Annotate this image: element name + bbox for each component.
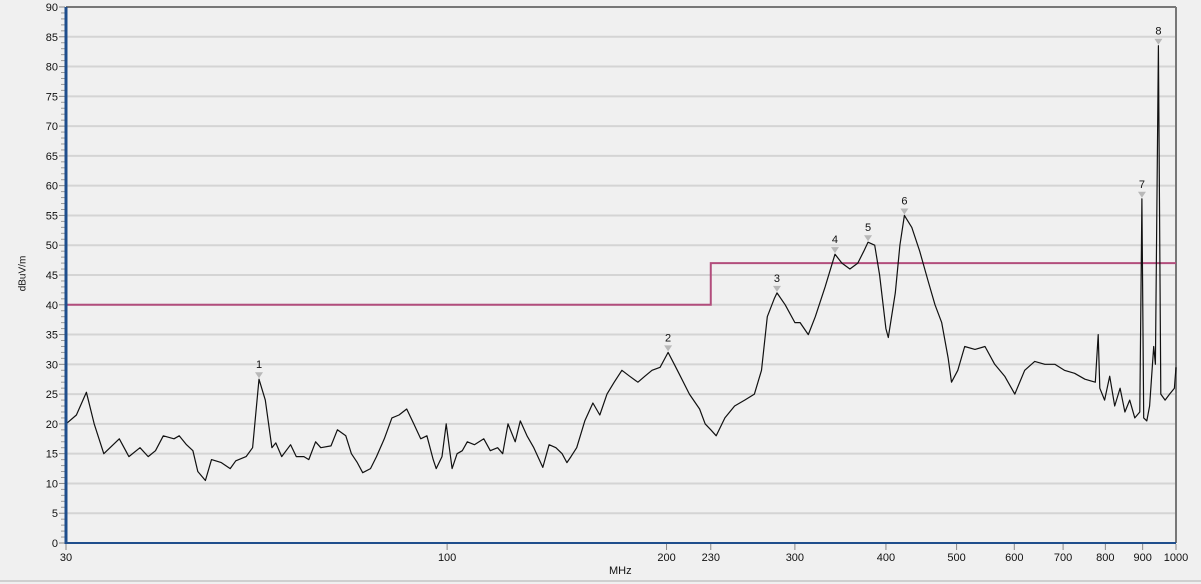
y-tick-label: 35 <box>46 330 58 342</box>
marker-3-triangle <box>772 285 781 292</box>
x-tick-label: 230 <box>702 552 720 564</box>
limit-line <box>66 262 1176 306</box>
y-tick-label: 50 <box>46 240 58 252</box>
marker-6-label: 6 <box>901 195 907 207</box>
y-tick-label: 70 <box>46 121 58 133</box>
marker-4-label: 4 <box>832 234 838 246</box>
y-tick-label: 90 <box>46 2 58 14</box>
x-tick-label: 800 <box>1096 552 1114 564</box>
marker-1-label: 1 <box>256 359 262 371</box>
marker-2-label: 2 <box>665 332 671 344</box>
y-tick-label: 0 <box>52 538 58 550</box>
x-tick-label: 900 <box>1133 552 1151 564</box>
y-tick-label: 60 <box>46 181 58 193</box>
marker-6-triangle <box>900 208 909 215</box>
marker-7-label: 7 <box>1139 179 1145 191</box>
marker-3-label: 3 <box>774 273 780 285</box>
x-tick-label: 700 <box>1054 552 1072 564</box>
y-tick-label: 25 <box>46 389 58 401</box>
y-tick-label: 80 <box>46 62 58 74</box>
x-tick-label: 30 <box>60 552 72 564</box>
x-tick-label: 500 <box>947 552 965 564</box>
y-tick-label: 15 <box>46 449 58 461</box>
y-tick-label: 85 <box>46 32 58 44</box>
y-tick-label: 45 <box>46 270 58 282</box>
y-tick-label: 40 <box>46 300 58 312</box>
y-tick-label: 10 <box>46 478 58 490</box>
marker-1-triangle <box>255 372 264 379</box>
y-tick-label: 20 <box>46 419 58 431</box>
marker-8-triangle <box>1154 38 1163 45</box>
y-tick-label: 65 <box>46 151 58 163</box>
x-axis-label: MHz <box>609 565 632 577</box>
marker-4-triangle <box>830 247 839 254</box>
x-tick-label: 300 <box>786 552 804 564</box>
y-axis-label: dBuV/m <box>17 255 29 292</box>
x-tick-label: 100 <box>438 552 456 564</box>
marker-2-triangle <box>664 345 673 352</box>
marker-8-label: 8 <box>1155 26 1161 38</box>
y-tick-label: 30 <box>46 359 58 371</box>
marker-5-triangle <box>864 235 873 242</box>
x-tick-label: 1000 <box>1164 552 1188 564</box>
x-tick-label: 200 <box>657 552 675 564</box>
y-tick-label: 5 <box>52 508 58 520</box>
x-tick-label: 400 <box>877 552 895 564</box>
x-tick-label: 600 <box>1005 552 1023 564</box>
y-tick-label: 75 <box>46 91 58 103</box>
marker-7-triangle <box>1137 191 1146 198</box>
y-tick-label: 55 <box>46 210 58 222</box>
marker-5-label: 5 <box>865 222 871 234</box>
measurement-trace <box>65 45 1177 482</box>
